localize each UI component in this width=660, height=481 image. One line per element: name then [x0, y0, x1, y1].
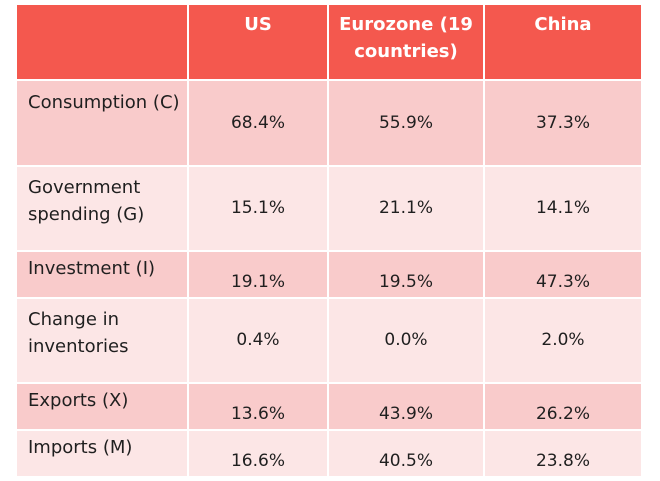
row-label: Consumption (C)	[17, 81, 189, 167]
cell-us: 19.1%	[189, 252, 329, 299]
cell-eurozone: 40.5%	[329, 431, 485, 478]
header-row: US Eurozone (19 countries) China	[17, 5, 641, 81]
row-label: Investment (I)	[17, 252, 189, 299]
table-row-exports: Exports (X) 13.6% 43.9% 26.2%	[17, 384, 641, 431]
cell-us: 16.6%	[189, 431, 329, 478]
table-row-consumption: Consumption (C) 68.4% 55.9% 37.3%	[17, 81, 641, 167]
cell-eurozone: 55.9%	[329, 81, 485, 167]
row-label: Change in inventories	[17, 299, 189, 384]
header-us: US	[189, 5, 329, 81]
cell-us: 15.1%	[189, 167, 329, 252]
header-china: China	[485, 5, 641, 81]
row-label: Imports (M)	[17, 431, 189, 478]
row-label: Exports (X)	[17, 384, 189, 431]
table-row-change-in-inventories: Change in inventories 0.4% 0.0% 2.0%	[17, 299, 641, 384]
cell-eurozone: 43.9%	[329, 384, 485, 431]
table-row-imports: Imports (M) 16.6% 40.5% 23.8%	[17, 431, 641, 478]
header-corner-cell	[17, 5, 189, 81]
row-label: Government spending (G)	[17, 167, 189, 252]
cell-us: 68.4%	[189, 81, 329, 167]
cell-eurozone: 0.0%	[329, 299, 485, 384]
cell-china: 37.3%	[485, 81, 641, 167]
gdp-components-table: US Eurozone (19 countries) China Consump…	[17, 5, 641, 478]
table-row-investment: Investment (I) 19.1% 19.5% 47.3%	[17, 252, 641, 299]
cell-eurozone: 21.1%	[329, 167, 485, 252]
cell-us: 13.6%	[189, 384, 329, 431]
cell-china: 23.8%	[485, 431, 641, 478]
cell-us: 0.4%	[189, 299, 329, 384]
cell-china: 26.2%	[485, 384, 641, 431]
cell-china: 2.0%	[485, 299, 641, 384]
table-row-government-spending: Government spending (G) 15.1% 21.1% 14.1…	[17, 167, 641, 252]
cell-eurozone: 19.5%	[329, 252, 485, 299]
cell-china: 47.3%	[485, 252, 641, 299]
cell-china: 14.1%	[485, 167, 641, 252]
header-eurozone: Eurozone (19 countries)	[329, 5, 485, 81]
